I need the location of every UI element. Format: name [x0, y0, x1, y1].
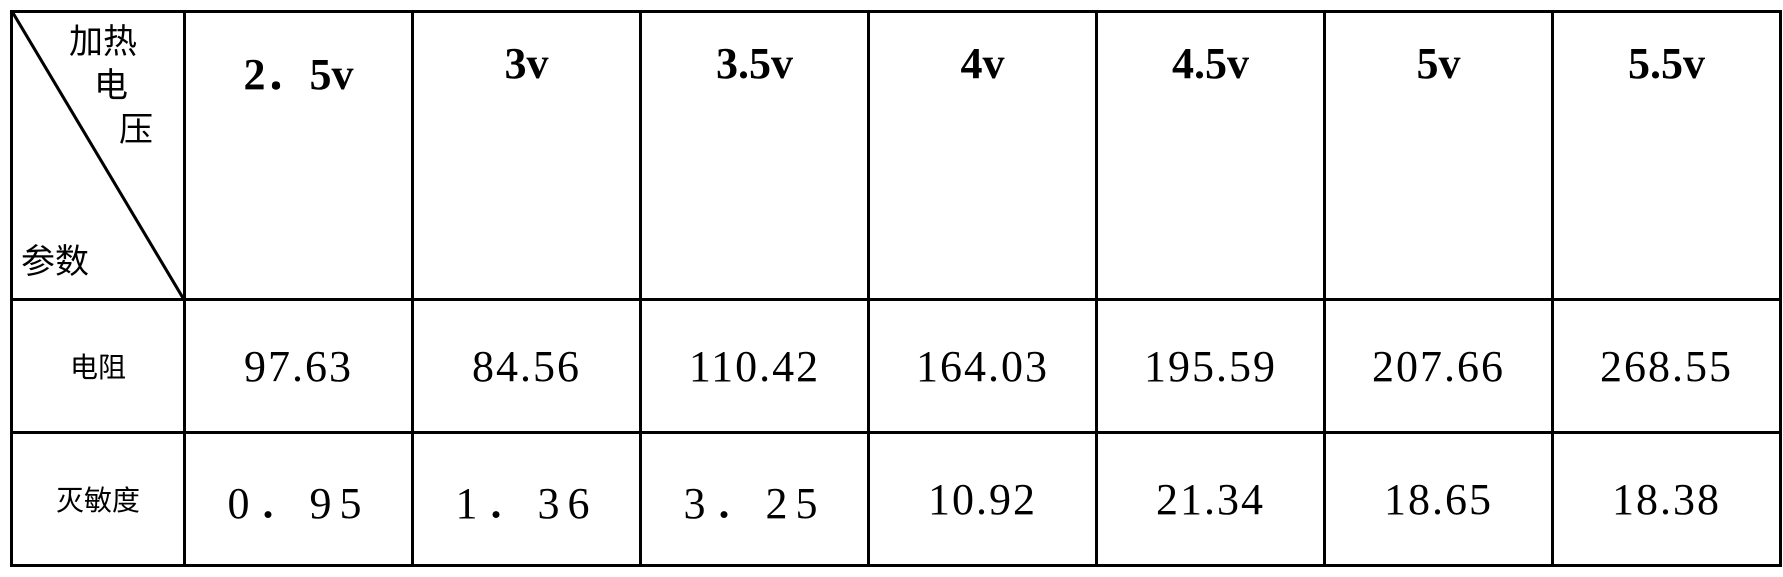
header-row: 加热 电 压 参数 2．5v 3v 3.5v 4v 4.5v 5v 5.5v — [12, 12, 1781, 300]
data-cell: 10.92 — [869, 433, 1097, 566]
data-cell: 3．25 — [641, 433, 869, 566]
data-cell: 18.65 — [1325, 433, 1553, 566]
data-table: 加热 电 压 参数 2．5v 3v 3.5v 4v 4.5v 5v 5.5v 电… — [10, 10, 1782, 567]
corner-top-line1: 加热 — [69, 21, 153, 65]
row-label: 灭敏度 — [12, 433, 185, 566]
corner-top-line2: 电 — [94, 65, 153, 109]
table-row: 灭敏度 0．95 1．36 3．25 10.92 21.34 18.65 18.… — [12, 433, 1781, 566]
data-cell: 97.63 — [185, 300, 413, 433]
data-cell: 268.55 — [1553, 300, 1781, 433]
data-cell: 195.59 — [1097, 300, 1325, 433]
corner-top-label: 加热 电 压 — [69, 21, 153, 154]
column-header: 4v — [869, 12, 1097, 300]
table-row: 电阻 97.63 84.56 110.42 164.03 195.59 207.… — [12, 300, 1781, 433]
column-header: 3.5v — [641, 12, 869, 300]
column-header: 3v — [413, 12, 641, 300]
data-cell: 21.34 — [1097, 433, 1325, 566]
data-cell: 0．95 — [185, 433, 413, 566]
data-cell: 207.66 — [1325, 300, 1553, 433]
corner-cell: 加热 电 压 参数 — [12, 12, 185, 300]
column-header: 5v — [1325, 12, 1553, 300]
row-label: 电阻 — [12, 300, 185, 433]
data-cell: 1．36 — [413, 433, 641, 566]
data-cell: 164.03 — [869, 300, 1097, 433]
corner-top-line3: 压 — [119, 109, 153, 153]
data-cell: 18.38 — [1553, 433, 1781, 566]
data-cell: 84.56 — [413, 300, 641, 433]
column-header: 2．5v — [185, 12, 413, 300]
column-header: 5.5v — [1553, 12, 1781, 300]
column-header: 4.5v — [1097, 12, 1325, 300]
data-cell: 110.42 — [641, 300, 869, 433]
corner-bottom-label: 参数 — [21, 234, 89, 283]
